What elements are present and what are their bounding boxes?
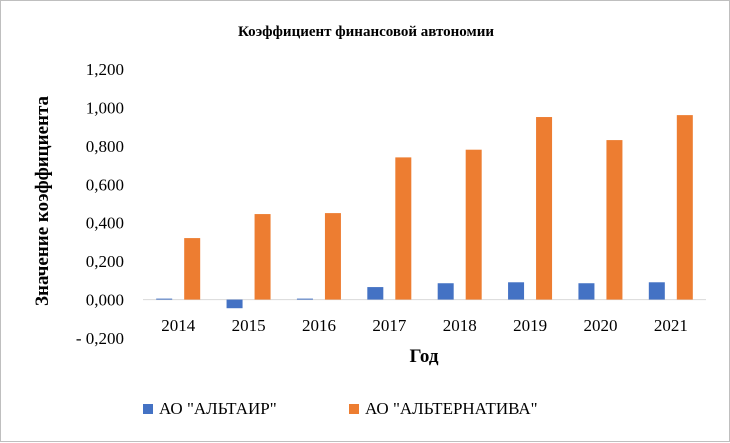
bar-alternativa-2015 bbox=[254, 214, 271, 300]
y-tick-label: 0,200 bbox=[86, 252, 124, 271]
bar-alternativa-2021 bbox=[676, 115, 693, 300]
bar-altair-2015 bbox=[226, 299, 243, 309]
chart-title: Коэффициент финансовой автономии bbox=[238, 24, 494, 40]
y-tick-label: - 0,200 bbox=[76, 329, 124, 348]
bar-alternativa-2018 bbox=[465, 149, 482, 300]
y-tick-label: 1,200 bbox=[86, 60, 124, 79]
x-tick-label: 2016 bbox=[302, 316, 336, 335]
bar-altair-2017 bbox=[367, 287, 384, 300]
x-tick-label: 2021 bbox=[654, 316, 688, 335]
y-tick-label: 1,000 bbox=[86, 98, 124, 117]
bars bbox=[156, 115, 693, 309]
y-axis-ticks: - 0,200 0,000 0,200 0,400 0,600 0,800 1,000 1,2… bbox=[76, 60, 124, 348]
x-axis-ticks: 2014 2015 2016 2017 2018 2019 2020 2021 bbox=[161, 316, 688, 335]
bar-alternativa-2017 bbox=[395, 157, 412, 300]
y-tick-label: 0,600 bbox=[86, 175, 124, 194]
y-axis-title: Значение коэффициента bbox=[32, 95, 53, 306]
legend-swatch bbox=[349, 404, 359, 414]
y-tick-label: 0,400 bbox=[86, 214, 124, 233]
bar-altair-2019 bbox=[508, 282, 525, 300]
bar-altair-2014 bbox=[156, 298, 173, 300]
x-tick-label: 2020 bbox=[583, 316, 617, 335]
bar-alternativa-2019 bbox=[536, 117, 553, 300]
x-tick-label: 2015 bbox=[232, 316, 266, 335]
y-tick-label: 0,800 bbox=[86, 137, 124, 156]
bar-alternativa-2014 bbox=[184, 238, 201, 300]
x-tick-label: 2017 bbox=[372, 316, 407, 335]
bar-altair-2016 bbox=[296, 298, 313, 300]
legend: АО "АЛЬТАИР" АО "АЛЬТЕРНАТИВА" bbox=[143, 399, 538, 418]
bar-altair-2020 bbox=[578, 283, 595, 300]
bar-alternativa-2020 bbox=[606, 140, 623, 300]
y-tick-label: 0,000 bbox=[86, 291, 124, 310]
bar-alternativa-2016 bbox=[324, 213, 341, 300]
x-tick-label: 2018 bbox=[443, 316, 477, 335]
x-tick-label: 2014 bbox=[161, 316, 196, 335]
x-tick-label: 2019 bbox=[513, 316, 547, 335]
legend-swatch bbox=[143, 404, 153, 414]
bar-altair-2018 bbox=[437, 283, 454, 300]
legend-label: АО "АЛЬТАИР" bbox=[159, 399, 277, 418]
bar-altair-2021 bbox=[648, 282, 665, 300]
legend-label: АО "АЛЬТЕРНАТИВА" bbox=[365, 399, 538, 418]
x-axis-title: Год bbox=[410, 346, 439, 367]
